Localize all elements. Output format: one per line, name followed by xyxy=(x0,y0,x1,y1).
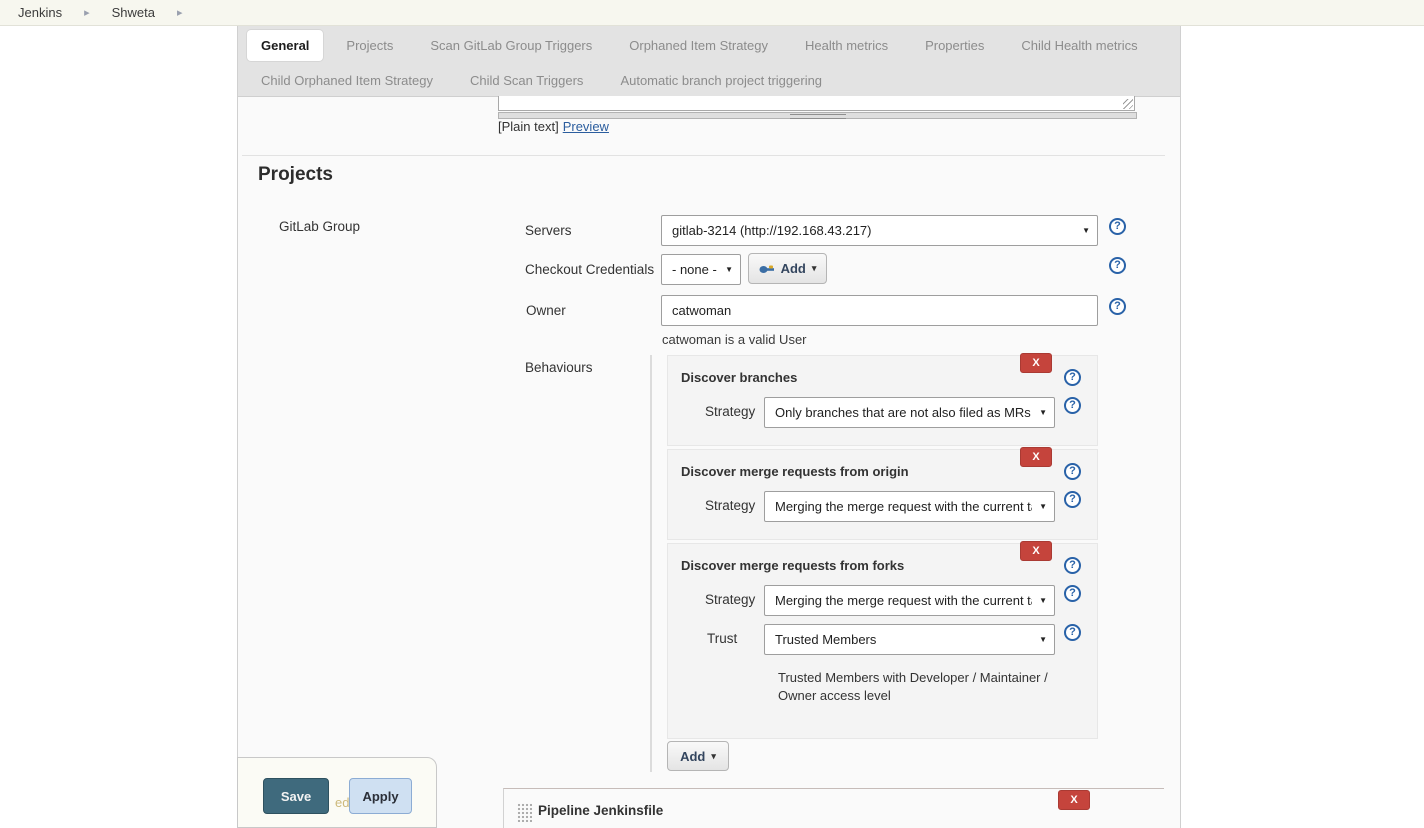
plain-text-line: [Plain text] Preview xyxy=(498,119,609,134)
pipeline-section-title: Pipeline Jenkinsfile xyxy=(538,803,664,818)
trust-label: Trust xyxy=(707,631,738,646)
plain-text-label: [Plain text] xyxy=(498,119,559,134)
tab-child-health-metrics[interactable]: Child Health metrics xyxy=(1021,38,1138,53)
config-tabbar: General Projects Scan GitLab Group Trigg… xyxy=(238,26,1180,97)
add-credentials-button[interactable]: Add ▾ xyxy=(748,253,827,284)
strategy-label: Strategy xyxy=(705,498,756,513)
owner-label: Owner xyxy=(526,303,566,318)
description-textarea[interactable] xyxy=(498,96,1135,111)
behaviour-discover-branches: Discover branches X ? Strategy Only bran… xyxy=(667,353,1098,446)
behaviour-help-icon[interactable]: ? xyxy=(1064,463,1081,480)
chevron-right-icon: ▸ xyxy=(176,7,183,19)
tab-automatic-branch-project-triggering[interactable]: Automatic branch project triggering xyxy=(620,73,823,88)
delete-behaviour-button[interactable]: X xyxy=(1020,447,1052,467)
behaviour-discover-mr-origin: Discover merge requests from origin X ? … xyxy=(667,447,1098,540)
delete-behaviour-button[interactable]: X xyxy=(1020,541,1052,561)
chevron-right-icon: ▸ xyxy=(84,7,90,19)
behaviour-title: Discover merge requests from forks xyxy=(681,558,905,573)
obscured-text-fragment: ed xyxy=(335,795,350,810)
delete-pipeline-section-button[interactable]: X xyxy=(1058,790,1090,810)
tabrow-2: Child Orphaned Item Strategy Child Scan … xyxy=(247,65,845,96)
owner-validation-message: catwoman is a valid User xyxy=(662,332,807,347)
trust-help-icon[interactable]: ? xyxy=(1064,624,1081,641)
mr-forks-strategy-select[interactable]: Merging the merge request with the curre… xyxy=(764,585,1055,616)
tab-properties[interactable]: Properties xyxy=(925,38,985,53)
behaviour-title: Discover merge requests from origin xyxy=(681,464,909,479)
select-caret-icon: ▼ xyxy=(1082,225,1090,235)
checkout-credentials-select[interactable]: - none - ▼ xyxy=(661,254,741,285)
select-caret-icon: ▼ xyxy=(1039,501,1047,511)
tab-orphaned-item-strategy[interactable]: Orphaned Item Strategy xyxy=(629,38,768,53)
delete-behaviour-button[interactable]: X xyxy=(1020,353,1052,373)
dropdown-caret-icon: ▾ xyxy=(711,750,716,761)
dropdown-caret-icon: ▾ xyxy=(811,263,817,273)
owner-help-icon[interactable]: ? xyxy=(1109,298,1126,315)
tabrow-1: General Projects Scan GitLab Group Trigg… xyxy=(247,30,1161,61)
tab-projects[interactable]: Projects xyxy=(346,38,394,53)
branches-strategy-select[interactable]: Only branches that are not also filed as… xyxy=(764,397,1055,428)
trust-select[interactable]: Trusted Members ▼ xyxy=(764,624,1055,655)
tab-general[interactable]: General xyxy=(247,30,324,61)
tab-scan-gitlab-group-triggers[interactable]: Scan GitLab Group Triggers xyxy=(430,38,593,53)
breadcrumb-jenkins[interactable]: Jenkins xyxy=(18,5,63,20)
apply-button[interactable]: Apply xyxy=(349,778,412,814)
breadcrumb-shweta[interactable]: Shweta xyxy=(111,5,155,20)
strategy-help-icon[interactable]: ? xyxy=(1064,491,1081,508)
strategy-help-icon[interactable]: ? xyxy=(1064,397,1081,414)
tab-child-orphaned-item-strategy[interactable]: Child Orphaned Item Strategy xyxy=(261,73,433,88)
config-main-column: General Projects Scan GitLab Group Trigg… xyxy=(237,26,1181,828)
behaviours-label: Behaviours xyxy=(525,360,593,375)
checkout-credentials-label: Checkout Credentials xyxy=(525,262,655,277)
select-caret-icon: ▼ xyxy=(1039,407,1047,417)
behaviour-discover-mr-forks: Discover merge requests from forks X ? S… xyxy=(667,541,1098,739)
owner-input[interactable] xyxy=(661,295,1098,326)
servers-select[interactable]: gitlab-3214 (http://192.168.43.217) ▼ xyxy=(661,215,1098,246)
textarea-resize-icon[interactable] xyxy=(1123,99,1133,109)
checkout-credentials-help-icon[interactable]: ? xyxy=(1109,257,1126,274)
servers-help-icon[interactable]: ? xyxy=(1109,218,1126,235)
select-caret-icon: ▼ xyxy=(1039,595,1047,605)
behaviour-title: Discover branches xyxy=(681,370,798,385)
key-icon xyxy=(759,265,774,273)
save-panel: ed Save Apply xyxy=(237,757,437,828)
textarea-drag-handle[interactable] xyxy=(498,112,1137,119)
add-behaviour-button[interactable]: Add ▾ xyxy=(667,741,729,771)
tab-health-metrics[interactable]: Health metrics xyxy=(805,38,889,53)
section-divider xyxy=(242,155,1165,156)
behaviour-help-icon[interactable]: ? xyxy=(1064,557,1081,574)
servers-label: Servers xyxy=(525,223,572,238)
strategy-label: Strategy xyxy=(705,592,756,607)
preview-link[interactable]: Preview xyxy=(562,119,609,134)
select-caret-icon: ▼ xyxy=(725,264,733,274)
behaviours-container-line xyxy=(650,355,652,772)
save-button[interactable]: Save xyxy=(263,778,329,814)
select-caret-icon: ▼ xyxy=(1039,634,1047,644)
tab-child-scan-triggers[interactable]: Child Scan Triggers xyxy=(469,73,584,88)
trust-description: Trusted Members with Developer / Maintai… xyxy=(778,670,1048,703)
gitlab-group-label: GitLab Group xyxy=(279,219,361,234)
drag-handle-icon[interactable] xyxy=(517,803,532,822)
breadcrumb: Jenkins ▸ Shweta ▸ xyxy=(0,0,1424,26)
behaviour-help-icon[interactable]: ? xyxy=(1064,369,1081,386)
strategy-help-icon[interactable]: ? xyxy=(1064,585,1081,602)
projects-section-title: Projects xyxy=(258,164,333,185)
strategy-label: Strategy xyxy=(705,404,756,419)
pipeline-jenkinsfile-section: Pipeline Jenkinsfile X xyxy=(503,788,1164,828)
mr-origin-strategy-select[interactable]: Merging the merge request with the curre… xyxy=(764,491,1055,522)
